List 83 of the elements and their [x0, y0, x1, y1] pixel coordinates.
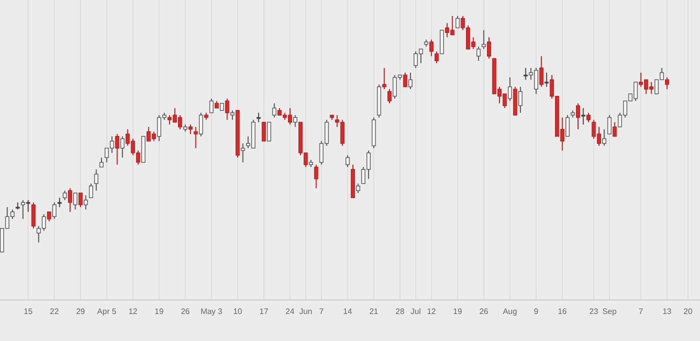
candlestick	[88, 183, 94, 198]
candlestick	[188, 124, 193, 134]
x-tick-label: 26	[180, 307, 190, 316]
x-tick-label: 19	[453, 307, 463, 316]
x-tick-label: 9	[534, 307, 539, 316]
candlestick	[99, 157, 104, 168]
candlestick	[586, 112, 591, 123]
candlestick	[78, 192, 83, 208]
x-tick-label: 29	[76, 307, 86, 316]
x-tick-label: 15	[24, 307, 34, 316]
x-tick-label: 10	[233, 307, 243, 316]
candlestick	[230, 110, 234, 120]
candlestick	[456, 16, 460, 28]
candlestick	[52, 202, 56, 220]
x-tick-label: 13	[662, 307, 672, 316]
candlestick	[576, 102, 580, 130]
candlestick	[198, 112, 204, 137]
candlestick	[209, 98, 214, 114]
candlestick	[539, 56, 544, 88]
x-tick-label: 7	[638, 307, 644, 316]
candlestick	[403, 72, 408, 88]
x-tick-label: 28	[396, 307, 405, 316]
x-tick-label: 16	[558, 307, 568, 316]
x-tick-label: 23	[589, 307, 599, 316]
candlestick	[607, 114, 612, 134]
candlestick	[293, 114, 298, 128]
candlestick	[73, 192, 78, 210]
x-tick-label: 26	[479, 307, 489, 316]
candlestick	[429, 39, 434, 57]
candlestick	[356, 183, 360, 194]
candlestick	[262, 122, 266, 142]
candlestick	[476, 46, 481, 62]
candlestick	[566, 114, 570, 137]
candlestick	[508, 76, 512, 102]
candlestick	[115, 134, 120, 166]
x-tick-label: 7	[319, 307, 324, 316]
x-tick-label: Jul	[410, 307, 422, 316]
x-tick-label: Aug	[502, 307, 518, 316]
candlestick	[440, 30, 444, 54]
x-tick-label: 22	[50, 307, 60, 316]
candlestick	[20, 200, 25, 220]
candlestick	[524, 67, 528, 80]
candlestick	[612, 122, 617, 137]
candlestick	[482, 30, 486, 50]
candlestick	[194, 126, 198, 149]
candlestick	[544, 72, 549, 88]
candlestick	[84, 194, 88, 210]
x-tick-label: Jun	[299, 307, 312, 316]
x-tick-label: Sep	[602, 307, 618, 316]
x-tick-label: 12	[426, 307, 436, 316]
candlestick	[434, 50, 439, 64]
candlestick	[58, 197, 62, 208]
candlestick	[68, 188, 72, 212]
candlestick	[665, 76, 670, 90]
candlestick	[272, 102, 276, 118]
candlestick	[486, 36, 492, 59]
candlestick	[26, 200, 30, 212]
candlestick	[31, 202, 36, 229]
candlestick	[240, 142, 245, 163]
x-tick-label: 21	[369, 307, 379, 316]
candlestick	[581, 108, 586, 126]
candlestick	[94, 168, 98, 192]
candlestick	[408, 72, 413, 90]
x-tick-label: 19	[154, 307, 164, 316]
candlestick	[267, 122, 272, 142]
x-tick-label: 24	[286, 307, 296, 316]
x-tick-label: Apr 5	[97, 307, 117, 316]
candlestick	[346, 154, 350, 168]
x-tick-label: May 3	[200, 307, 223, 316]
x-tick-label: 20	[684, 307, 693, 316]
candlestick	[120, 136, 124, 158]
x-tick-label: 17	[259, 307, 269, 316]
candlestick	[314, 164, 318, 189]
candlestick	[256, 112, 261, 123]
candlestick	[62, 190, 67, 201]
candlestick	[47, 211, 52, 222]
candlestick	[518, 86, 522, 114]
candlestick	[225, 98, 230, 120]
x-tick-label: 14	[343, 307, 353, 316]
candlestick	[382, 67, 386, 90]
x-tick-label: 12	[128, 307, 138, 316]
candlestick	[602, 128, 606, 146]
candlestick	[387, 88, 392, 104]
